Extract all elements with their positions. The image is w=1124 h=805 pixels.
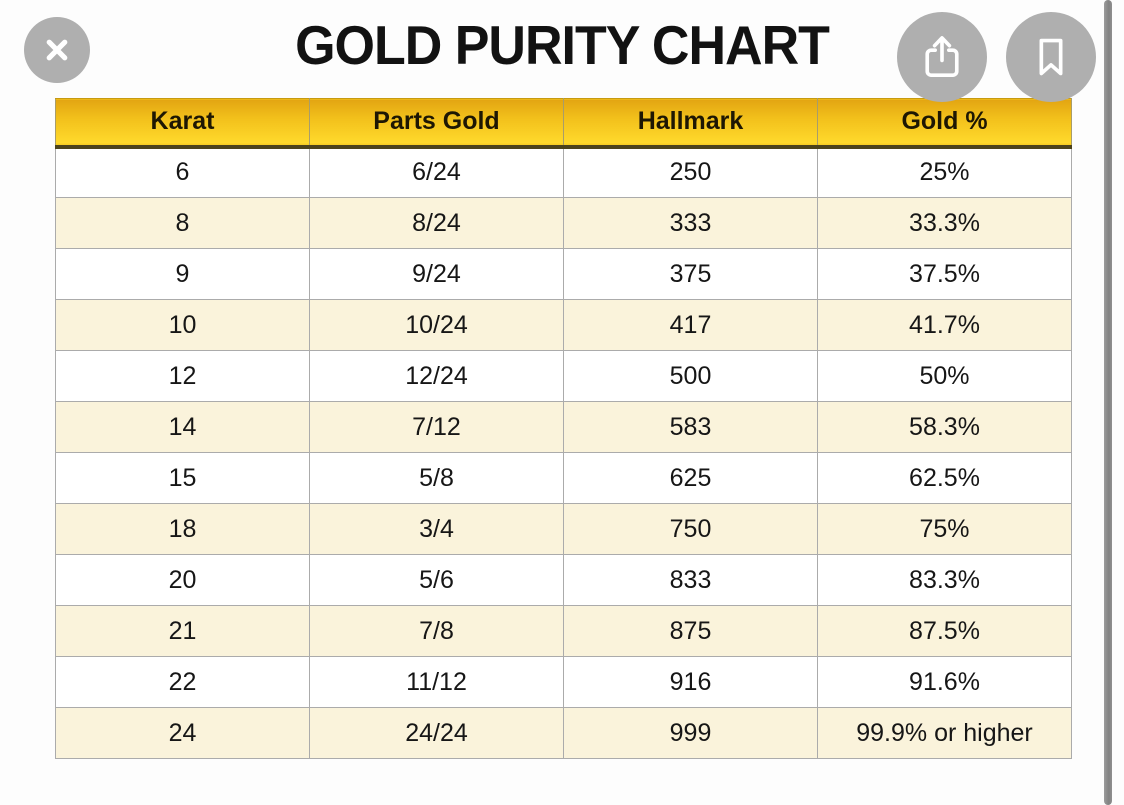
table-cell: 7/8 — [309, 605, 564, 657]
table-cell: 24 — [55, 707, 310, 759]
column-header-gold-: Gold % — [817, 98, 1072, 149]
table-cell: 833 — [563, 554, 818, 606]
table-cell: 6/24 — [309, 146, 564, 198]
table-cell: 375 — [563, 248, 818, 300]
table-row: 21 7/8 875 87.5% — [55, 605, 1072, 657]
scrollbar-thumb[interactable] — [1104, 0, 1112, 805]
table-row: 8 8/24 333 33.3% — [55, 197, 1072, 249]
table-row: 6 6/24 250 25% — [55, 146, 1072, 198]
table-cell: 5/8 — [309, 452, 564, 504]
bookmark-icon — [1039, 38, 1063, 76]
table-cell: 12 — [55, 350, 310, 402]
column-header-karat: Karat — [55, 98, 310, 149]
table-cell: 417 — [563, 299, 818, 351]
table-cell: 22 — [55, 656, 310, 708]
table-cell: 37.5% — [817, 248, 1072, 300]
table-cell: 10/24 — [309, 299, 564, 351]
share-button[interactable] — [897, 12, 987, 102]
table-cell: 625 — [563, 452, 818, 504]
table-cell: 9 — [55, 248, 310, 300]
close-button[interactable] — [24, 17, 90, 83]
table-cell: 62.5% — [817, 452, 1072, 504]
table-row: 15 5/8 625 62.5% — [55, 452, 1072, 504]
table-cell: 6 — [55, 146, 310, 198]
table-row: 10 10/24 417 41.7% — [55, 299, 1072, 351]
table-cell: 875 — [563, 605, 818, 657]
table-cell: 25% — [817, 146, 1072, 198]
column-header-hallmark: Hallmark — [563, 98, 818, 149]
scrollbar-track[interactable] — [1103, 0, 1113, 805]
table-cell: 12/24 — [309, 350, 564, 402]
table-row: 18 3/4 750 75% — [55, 503, 1072, 555]
table-cell: 500 — [563, 350, 818, 402]
table-cell: 583 — [563, 401, 818, 453]
close-icon — [46, 39, 68, 61]
bookmark-button[interactable] — [1006, 12, 1096, 102]
table-cell: 33.3% — [817, 197, 1072, 249]
table-cell: 99.9% or higher — [817, 707, 1072, 759]
table-cell: 750 — [563, 503, 818, 555]
table-header: Karat Parts Gold Hallmark Gold % — [55, 98, 1072, 149]
table-row: 22 11/12 916 91.6% — [55, 656, 1072, 708]
table-cell: 250 — [563, 146, 818, 198]
table-cell: 8/24 — [309, 197, 564, 249]
gold-purity-table: Karat Parts Gold Hallmark Gold % 6 6/24 250 25… — [55, 98, 1072, 759]
table-row: 24 24/24 999 99.9% or higher — [55, 707, 1072, 759]
table-cell: 3/4 — [309, 503, 564, 555]
table-row: 9 9/24 375 37.5% — [55, 248, 1072, 300]
table-cell: 14 — [55, 401, 310, 453]
table-cell: 8 — [55, 197, 310, 249]
table-cell: 75% — [817, 503, 1072, 555]
table-cell: 999 — [563, 707, 818, 759]
share-icon — [925, 36, 959, 77]
table-row: 12 12/24 500 50% — [55, 350, 1072, 402]
header-row: Karat Parts Gold Hallmark Gold % — [55, 98, 1072, 149]
table-cell: 11/12 — [309, 656, 564, 708]
table-cell: 916 — [563, 656, 818, 708]
table-body: 6 6/24 250 25% 8 8/24 333 33.3% 9 9/24 375 37.5% 10 1… — [55, 146, 1072, 759]
table-cell: 83.3% — [817, 554, 1072, 606]
table-row: 20 5/6 833 83.3% — [55, 554, 1072, 606]
table-cell: 58.3% — [817, 401, 1072, 453]
table-cell: 20 — [55, 554, 310, 606]
table-cell: 5/6 — [309, 554, 564, 606]
table-cell: 10 — [55, 299, 310, 351]
table-cell: 87.5% — [817, 605, 1072, 657]
table-cell: 333 — [563, 197, 818, 249]
table-cell: 24/24 — [309, 707, 564, 759]
table-cell: 50% — [817, 350, 1072, 402]
table-cell: 91.6% — [817, 656, 1072, 708]
table-cell: 41.7% — [817, 299, 1072, 351]
page-title: GOLD PURITY CHART — [295, 15, 830, 77]
table-cell: 18 — [55, 503, 310, 555]
table-row: 14 7/12 583 58.3% — [55, 401, 1072, 453]
column-header-parts-gold: Parts Gold — [309, 98, 564, 149]
table-cell: 21 — [55, 605, 310, 657]
table-cell: 15 — [55, 452, 310, 504]
table-cell: 7/12 — [309, 401, 564, 453]
table-cell: 9/24 — [309, 248, 564, 300]
